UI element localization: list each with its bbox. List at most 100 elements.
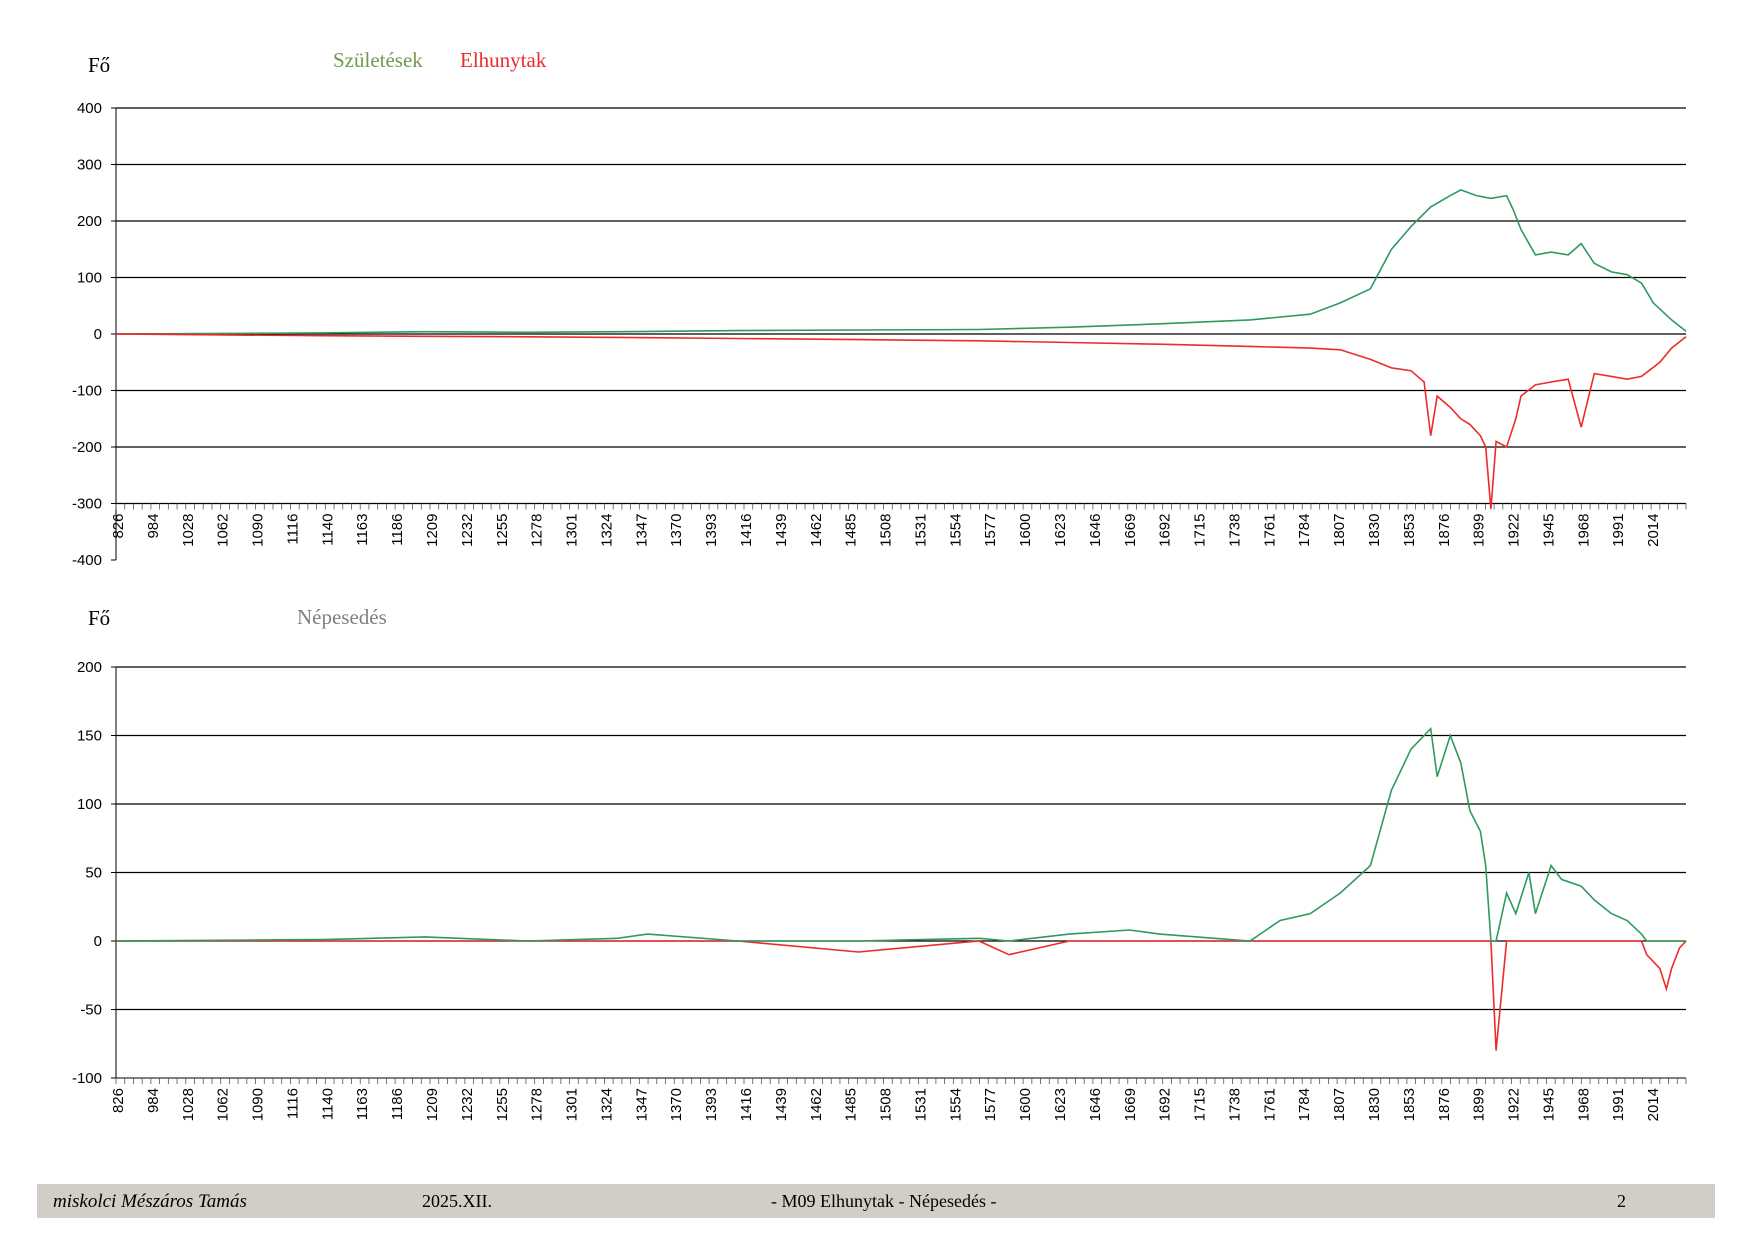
c1-x-tick-label: 1140 bbox=[319, 514, 336, 546]
c2-x-tick-label: 1623 bbox=[1052, 1088, 1069, 1121]
c1-x-tick-label: 1347 bbox=[633, 514, 650, 547]
c2-x-tick-label: 1577 bbox=[982, 1088, 999, 1121]
c1-x-tick-label: 1853 bbox=[1401, 514, 1418, 547]
chart2-y-axis-label: Fő bbox=[88, 606, 110, 630]
series-line-Elhunytak bbox=[115, 333, 1687, 510]
footer-date: 2025.XII. bbox=[422, 1191, 492, 1211]
c1-x-tick-label: 1028 bbox=[180, 514, 197, 547]
c1-x-tick-label: 1623 bbox=[1052, 514, 1069, 547]
chart2-title: Népesedés bbox=[297, 605, 387, 629]
c2-x-tick-label: 1646 bbox=[1087, 1088, 1104, 1121]
c2-x-tick-label: 1370 bbox=[668, 1088, 685, 1121]
c2-x-tick-label: 1163 bbox=[354, 1088, 371, 1120]
c2-x-tick-label: 1393 bbox=[703, 1088, 720, 1121]
c2-y-tick-label: 150 bbox=[77, 728, 102, 745]
c2-x-tick-label: 1508 bbox=[878, 1088, 895, 1121]
c2-x-tick-label: 1439 bbox=[773, 1088, 790, 1121]
c2-x-tick-label: 1186 bbox=[389, 1088, 406, 1120]
c1-x-tick-label: 2014 bbox=[1645, 514, 1662, 547]
c1-x-tick-label: 1163 bbox=[354, 514, 371, 546]
series-line-Népesedés-negative bbox=[116, 940, 1687, 1051]
c2-x-tick-label: 1232 bbox=[459, 1088, 476, 1121]
c2-x-tick-label: 1853 bbox=[1401, 1088, 1418, 1121]
c1-x-tick-label: 1715 bbox=[1192, 514, 1209, 547]
c1-x-tick-label: 1209 bbox=[424, 514, 441, 547]
c2-x-tick-label: 1278 bbox=[529, 1088, 546, 1121]
c1-y-tick-label: -200 bbox=[72, 439, 102, 456]
c1-x-tick-label: 1968 bbox=[1575, 514, 1592, 547]
c1-y-tick-label: 400 bbox=[77, 100, 102, 117]
c1-x-tick-label: 1090 bbox=[250, 514, 267, 547]
c2-x-tick-label: 1945 bbox=[1540, 1088, 1557, 1121]
c1-x-tick-label: 1600 bbox=[1017, 514, 1034, 547]
c2-y-tick-label: 0 bbox=[94, 933, 102, 950]
c1-y-tick-label: 100 bbox=[77, 270, 102, 287]
c1-x-tick-label: 1370 bbox=[668, 514, 685, 547]
c1-x-tick-label: 1508 bbox=[878, 514, 895, 547]
c2-x-tick-label: 1669 bbox=[1122, 1088, 1139, 1121]
c2-x-tick-label: 1554 bbox=[947, 1088, 964, 1121]
chart1-y-axis-label: Fő bbox=[88, 53, 110, 77]
c2-x-tick-label: 1899 bbox=[1471, 1088, 1488, 1121]
legend-births: Születések bbox=[333, 48, 423, 72]
c2-x-tick-label: 1347 bbox=[633, 1088, 650, 1121]
legend-deaths: Elhunytak bbox=[460, 48, 547, 72]
c2-x-tick-label: 1761 bbox=[1261, 1088, 1278, 1121]
c1-y-tick-label: 0 bbox=[94, 326, 102, 343]
c1-x-tick-label: 1830 bbox=[1366, 514, 1383, 547]
c1-x-tick-label: 984 bbox=[145, 514, 162, 539]
c2-x-tick-label: 1807 bbox=[1331, 1088, 1348, 1121]
c2-x-tick-label: 984 bbox=[145, 1088, 162, 1113]
c2-x-tick-label: 1485 bbox=[843, 1088, 860, 1121]
c2-x-tick-label: 1209 bbox=[424, 1088, 441, 1121]
c2-x-tick-label: 1600 bbox=[1017, 1088, 1034, 1121]
c1-x-tick-label: 1922 bbox=[1506, 514, 1523, 547]
c2-y-tick-label: -100 bbox=[72, 1070, 102, 1087]
page-footer: miskolci Mészáros Tamás 2025.XII. - M09 … bbox=[37, 1184, 1715, 1218]
c1-x-tick-label: 1485 bbox=[843, 514, 860, 547]
c1-x-tick-label: 1278 bbox=[529, 514, 546, 547]
c1-x-tick-label: 1945 bbox=[1540, 514, 1557, 547]
c1-x-tick-label: 1531 bbox=[912, 514, 929, 547]
c2-x-tick-label: 826 bbox=[110, 1088, 127, 1113]
c2-x-tick-label: 1028 bbox=[180, 1088, 197, 1121]
c2-y-tick-label: -50 bbox=[80, 1002, 102, 1019]
c2-x-tick-label: 1324 bbox=[598, 1088, 615, 1121]
c2-y-tick-label: 100 bbox=[77, 796, 102, 813]
c1-x-tick-label: 1393 bbox=[703, 514, 720, 547]
c2-x-tick-label: 1301 bbox=[564, 1088, 581, 1121]
c2-x-tick-label: 1462 bbox=[808, 1088, 825, 1121]
c1-x-tick-label: 1899 bbox=[1471, 514, 1488, 547]
c2-x-tick-label: 1062 bbox=[215, 1088, 232, 1121]
c1-x-tick-label: 1761 bbox=[1261, 514, 1278, 547]
chart-births-deaths: Fő Születések Elhunytak 400 300 200 100 0 -10… bbox=[72, 48, 1687, 569]
c1-y-tick-label: -300 bbox=[72, 496, 102, 513]
footer-title: - M09 Elhunytak - Népesedés - bbox=[771, 1191, 997, 1211]
c2-x-tick-label: 1830 bbox=[1366, 1088, 1383, 1121]
c2-x-tick-label: 1140 bbox=[319, 1088, 336, 1120]
c2-x-tick-label: 1876 bbox=[1436, 1088, 1453, 1121]
c1-x-tick-label: 1255 bbox=[494, 514, 511, 547]
c1-x-tick-label: 1646 bbox=[1087, 514, 1104, 547]
c1-x-tick-label: 1416 bbox=[738, 514, 755, 547]
c2-x-tick-label: 1416 bbox=[738, 1088, 755, 1121]
c2-x-tick-label: 1715 bbox=[1192, 1088, 1209, 1121]
c1-y-tick-label: -400 bbox=[72, 552, 102, 569]
c1-x-tick-label: 1062 bbox=[215, 514, 232, 547]
c1-x-tick-label: 826 bbox=[110, 514, 127, 539]
series-line-Népesedés-positive bbox=[115, 726, 1686, 942]
chart-population-change: Fő Népesedés 200 150 100 50 0 -50 -100 826 984 1… bbox=[72, 605, 1687, 1121]
c1-y-tick-label: 300 bbox=[77, 157, 102, 174]
c1-x-tick-label: 1116 bbox=[284, 514, 301, 545]
c1-x-tick-label: 1462 bbox=[808, 514, 825, 547]
c1-x-tick-label: 1991 bbox=[1610, 514, 1627, 547]
series-line-Születések bbox=[115, 189, 1687, 335]
c1-x-tick-label: 1301 bbox=[564, 514, 581, 547]
c1-x-tick-label: 1186 bbox=[389, 514, 406, 546]
c2-x-tick-label: 1090 bbox=[250, 1088, 267, 1121]
c1-y-tick-label: -100 bbox=[72, 383, 102, 400]
c2-x-tick-label: 1738 bbox=[1226, 1088, 1243, 1121]
c2-x-tick-label: 1784 bbox=[1296, 1088, 1313, 1121]
c2-y-tick-label: 50 bbox=[85, 865, 102, 882]
